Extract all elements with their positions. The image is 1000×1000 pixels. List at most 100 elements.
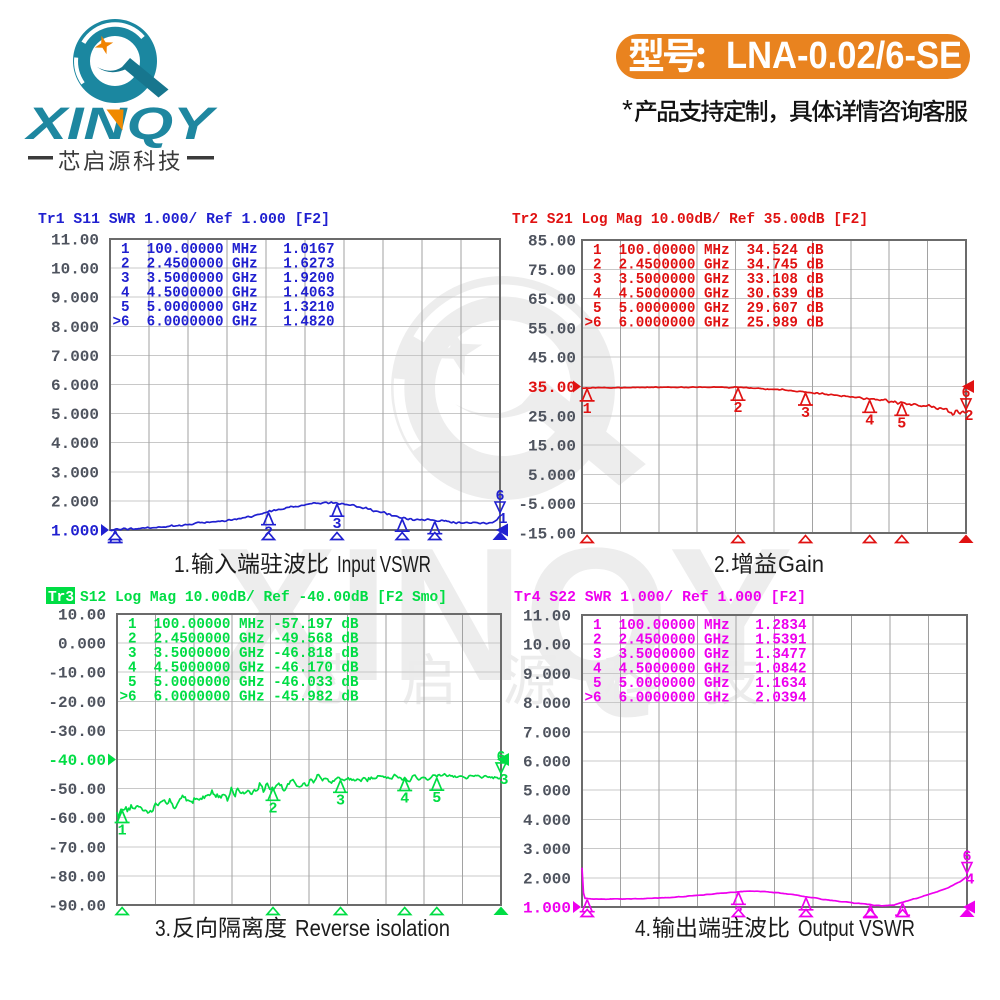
svg-text:>6 6.0000000 GHz 25.989 dB: >6 6.0000000 GHz 25.989 dB [585,315,824,332]
svg-text:Tr1 S11 SWR 1.000/ Ref 1.000 [: Tr1 S11 SWR 1.000/ Ref 1.000 [F2] [38,211,330,228]
svg-text:4: 4 [865,412,874,429]
svg-text:-5.000: -5.000 [518,496,576,514]
svg-text:3 3.5000000 GHz 1.3477: 3 3.5000000 GHz 1.3477 [585,646,807,663]
svg-text:5.000: 5.000 [523,783,571,801]
svg-text:1: 1 [118,823,127,840]
svg-text:S12 Log Mag 10.00dB/ Ref -40.0: S12 Log Mag 10.00dB/ Ref -40.00dB [F2 Sm… [80,589,447,606]
svg-text:4 4.5000000 GHz 1.4063: 4 4.5000000 GHz 1.4063 [113,285,335,302]
svg-text:-50.00: -50.00 [48,781,106,799]
svg-text:2.: 2. [714,551,730,577]
svg-text:45.00: 45.00 [528,350,576,368]
svg-text:25.00: 25.00 [528,408,576,426]
svg-text:3.000: 3.000 [51,464,99,482]
svg-text:0.000: 0.000 [58,636,106,654]
svg-text:-70.00: -70.00 [48,839,106,857]
svg-text:2 2.4500000 GHz -49.568 dB: 2 2.4500000 GHz -49.568 dB [120,631,359,648]
svg-text:10.00: 10.00 [523,637,571,655]
svg-text:4 4.5000000 GHz 1.0842: 4 4.5000000 GHz 1.0842 [585,661,807,678]
svg-text:*: * [622,94,633,125]
svg-text:-10.00: -10.00 [48,665,106,683]
svg-text:4 4.5000000 GHz 30.639 dB: 4 4.5000000 GHz 30.639 dB [585,286,824,303]
svg-text:7.000: 7.000 [523,724,571,742]
svg-text:1 100.00000 MHz 1.2834: 1 100.00000 MHz 1.2834 [585,617,807,634]
svg-text:3 3.5000000 GHz -46.818 dB: 3 3.5000000 GHz -46.818 dB [120,645,359,662]
svg-text:4: 4 [965,872,974,889]
svg-text:Reverse isolation: Reverse isolation [295,915,450,941]
svg-text:1: 1 [498,511,507,528]
svg-text:1 100.00000 MHz 34.524 dB: 1 100.00000 MHz 34.524 dB [585,242,824,259]
svg-text:6: 6 [495,488,504,505]
svg-text:8.000: 8.000 [523,695,571,713]
svg-text:Gain: Gain [778,551,824,577]
svg-text:4: 4 [400,791,409,808]
svg-text:6.000: 6.000 [51,377,99,395]
svg-text:35.00: 35.00 [528,379,576,397]
svg-text:55.00: 55.00 [528,320,576,338]
svg-text:5 5.0000000 GHz 29.607 dB: 5 5.0000000 GHz 29.607 dB [585,300,824,317]
svg-text:5 5.0000000 GHz 1.1634: 5 5.0000000 GHz 1.1634 [585,675,807,692]
svg-text:2 2.4500000 GHz 1.6273: 2 2.4500000 GHz 1.6273 [113,256,335,273]
svg-text:2: 2 [733,400,742,417]
svg-text:75.00: 75.00 [528,262,576,280]
svg-text:65.00: 65.00 [528,291,576,309]
svg-text:-60.00: -60.00 [48,810,106,828]
svg-text:85.00: 85.00 [528,233,576,251]
svg-text:7.000: 7.000 [51,348,99,366]
svg-text:>6 6.0000000 GHz 2.0394: >6 6.0000000 GHz 2.0394 [585,690,807,707]
svg-text:6: 6 [962,849,971,866]
svg-text:Tr3: Tr3 [48,589,74,606]
svg-text:-30.00: -30.00 [48,723,106,741]
svg-text:2 2.4500000 GHz 34.745 dB: 2 2.4500000 GHz 34.745 dB [585,257,824,274]
svg-text:10.00: 10.00 [51,261,99,279]
svg-text:3: 3 [332,516,341,533]
svg-text:Tr4 S22 SWR 1.000/ Ref 1.000 [: Tr4 S22 SWR 1.000/ Ref 1.000 [F2] [514,589,806,606]
svg-text:5 5.0000000 GHz -46.033 dB: 5 5.0000000 GHz -46.033 dB [120,674,359,691]
svg-text:-80.00: -80.00 [48,868,106,886]
svg-text:>6 6.0000000 GHz 1.4820: >6 6.0000000 GHz 1.4820 [113,314,335,331]
svg-text:4 4.5000000 GHz -46.170 dB: 4 4.5000000 GHz -46.170 dB [120,660,359,677]
svg-text:1.000: 1.000 [523,900,571,918]
svg-text:-40.00: -40.00 [48,752,106,770]
svg-text:3.000: 3.000 [523,841,571,859]
svg-text:2: 2 [964,408,973,425]
svg-text:3 3.5000000 GHz 1.9200: 3 3.5000000 GHz 1.9200 [113,270,335,287]
svg-text:4.: 4. [635,915,651,941]
svg-text:LNA-0.02/6-SE: LNA-0.02/6-SE [726,35,962,77]
svg-text:3: 3 [499,772,508,789]
svg-text:3: 3 [801,405,810,422]
svg-text:Tr2 S21 Log Mag 10.00dB/ Ref 3: Tr2 S21 Log Mag 10.00dB/ Ref 35.00dB [F2… [512,211,868,228]
svg-text:-15.00: -15.00 [518,526,576,544]
svg-text:1 100.00000 MHz 1.0167: 1 100.00000 MHz 1.0167 [113,241,335,258]
svg-text:9.000: 9.000 [523,666,571,684]
svg-text:4.000: 4.000 [51,435,99,453]
svg-text:3.: 3. [155,915,171,941]
svg-text:5: 5 [897,415,906,432]
svg-text:15.00: 15.00 [528,438,576,456]
svg-text:1.: 1. [174,551,190,577]
svg-text:3 3.5000000 GHz 33.108 dB: 3 3.5000000 GHz 33.108 dB [585,271,824,288]
svg-text:6: 6 [961,385,970,402]
svg-text:5.000: 5.000 [51,406,99,424]
svg-text:6.000: 6.000 [523,754,571,772]
svg-text:10.00: 10.00 [58,607,106,625]
svg-text:11.00: 11.00 [51,232,99,250]
svg-text:2.000: 2.000 [523,870,571,888]
svg-text:9.000: 9.000 [51,290,99,308]
svg-text:5 5.0000000 GHz 1.3210: 5 5.0000000 GHz 1.3210 [113,299,335,316]
svg-text:11.00: 11.00 [523,608,571,626]
svg-text:Input VSWR: Input VSWR [337,551,431,577]
svg-text:-20.00: -20.00 [48,694,106,712]
svg-text:1: 1 [583,401,592,418]
svg-text:4.000: 4.000 [523,812,571,830]
svg-text:-90.00: -90.00 [48,898,106,916]
svg-text:1 100.00000 MHz -57.197 dB: 1 100.00000 MHz -57.197 dB [120,616,359,633]
svg-text:2: 2 [268,800,277,817]
svg-text:3: 3 [336,792,345,809]
svg-text:2.000: 2.000 [51,493,99,511]
svg-text:5: 5 [432,790,441,807]
svg-text:Output VSWR: Output VSWR [798,915,915,941]
svg-text:1.000: 1.000 [51,523,99,541]
svg-text:>6 6.0000000 GHz -45.982 dB: >6 6.0000000 GHz -45.982 dB [120,689,359,706]
svg-text:8.000: 8.000 [51,319,99,337]
svg-text:2 2.4500000 GHz 1.5391: 2 2.4500000 GHz 1.5391 [585,632,807,649]
